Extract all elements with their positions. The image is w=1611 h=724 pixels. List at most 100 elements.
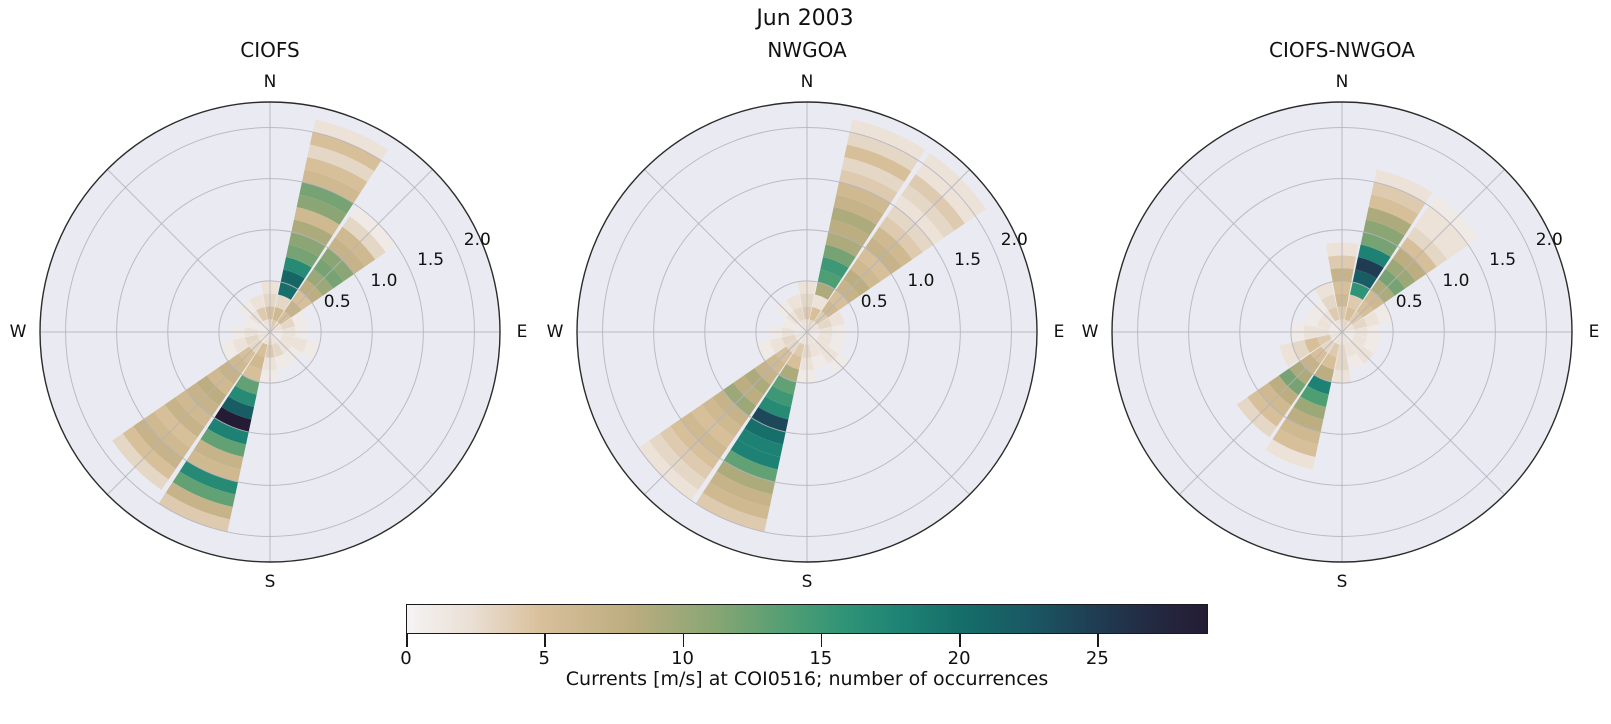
rose-petal-segment — [263, 332, 270, 345]
colorbar-tick-label: 20 — [947, 648, 971, 669]
colorbar — [406, 604, 1208, 634]
rose-petal-segment — [751, 407, 789, 432]
rose-petal-segment — [794, 325, 807, 332]
rose-petal-segment — [730, 439, 781, 470]
rose-petal-segment — [838, 169, 898, 204]
rose-petal-segment — [214, 407, 252, 432]
rose-petal-segment — [257, 325, 270, 332]
rose-petal-segment — [807, 325, 820, 332]
rose-petal-segment — [758, 396, 792, 420]
rose-petal-segment — [1279, 417, 1321, 445]
compass-label-e: E — [1588, 322, 1600, 342]
rose-petal-segment — [272, 307, 284, 322]
rose-petal-segment — [846, 132, 919, 172]
polar-axes-ciofs-nwgoa — [1111, 101, 1573, 563]
rose-petal-segment — [1342, 319, 1349, 332]
rose-petal-segment — [807, 319, 814, 332]
rose-petal-segment — [1335, 332, 1342, 345]
rose-petal-segment — [291, 337, 308, 353]
rose-petal-segment — [1342, 325, 1355, 332]
rose-petal-segment — [695, 492, 768, 532]
rose-petal-segment — [172, 471, 236, 507]
rose-petal-segment — [1360, 232, 1398, 257]
radial-tick-label: 1.0 — [907, 271, 935, 292]
rose-petal-segment — [1368, 194, 1419, 225]
colorbar-tick-mark — [682, 634, 685, 647]
rose-petal-segment — [1307, 374, 1332, 395]
rose-petal-segment — [1317, 318, 1332, 330]
rose-petal-segment — [825, 232, 863, 257]
polar-outline — [39, 101, 501, 563]
rose-petal-segment — [769, 337, 786, 353]
rose-petal-segment — [291, 311, 308, 327]
colorbar-tick-mark — [959, 634, 961, 647]
colorbar-tick-label: 15 — [809, 648, 833, 669]
polar-axes-nwgoa — [576, 101, 1038, 563]
grid-spoke — [269, 331, 433, 495]
compass-label-s: S — [801, 572, 813, 592]
radial-tick-label: 2.0 — [463, 229, 491, 250]
rose-petal-segment — [786, 353, 802, 370]
rose-petal-segment — [800, 332, 807, 345]
rose-petal-segment — [817, 334, 832, 346]
rose-petal-segment — [793, 307, 805, 322]
rose-petal-segment — [186, 449, 241, 482]
polar-axes-ciofs — [39, 101, 501, 563]
rose-petal-segment — [1363, 311, 1380, 327]
rose-petal-segment — [158, 492, 231, 532]
colorbar-tick-label: 25 — [1085, 648, 1109, 669]
rose-petal-segment — [288, 232, 326, 257]
grid-spoke — [269, 169, 433, 333]
rose-petal-segment — [263, 319, 270, 332]
rose-petal-segment — [285, 244, 319, 268]
rose-petal-segment — [702, 482, 770, 520]
rose-petal-segment — [200, 428, 247, 457]
grid-spoke — [107, 331, 271, 495]
rose-petal-segment — [270, 319, 277, 332]
rose-petal-segment — [828, 311, 845, 327]
compass-label-s: S — [264, 572, 276, 592]
rose-petal-segment — [709, 471, 773, 507]
rose-petal-segment — [256, 342, 268, 357]
rose-petal-segment — [272, 342, 284, 357]
grid-spoke — [1341, 331, 1505, 495]
rose-petal-segment — [293, 207, 340, 236]
radial-tick-label: 2.0 — [1000, 229, 1028, 250]
radial-tick-label: 2.0 — [1535, 229, 1563, 250]
rose-petal-segment — [833, 194, 884, 225]
rose-petal-segment — [1293, 396, 1327, 420]
subplot-title-ciofs: CIOFS — [240, 38, 300, 62]
rose-petal-segment — [301, 169, 361, 204]
grid-spoke — [644, 169, 808, 333]
rose-petal-segment — [812, 353, 828, 370]
rose-petal-segment — [296, 194, 347, 225]
rose-petal-segment — [1352, 269, 1377, 290]
rose-petal-segment — [245, 334, 260, 346]
rose-petal-segment — [807, 332, 820, 339]
rose-petal-segment — [782, 334, 797, 346]
rose-petal-segment — [1363, 337, 1380, 353]
grid-spoke — [806, 331, 970, 495]
rose-petal-segment — [270, 332, 283, 339]
rose-petal-segment — [256, 307, 268, 322]
grid-spoke — [644, 331, 808, 495]
rose-petal-segment — [800, 319, 807, 332]
rose-petal-segment — [1304, 311, 1321, 327]
rose-petal-segment — [744, 417, 786, 445]
rose-petal-segment — [257, 332, 270, 339]
rose-petal-segment — [280, 318, 295, 330]
rose-petal-segment — [1342, 332, 1355, 339]
rose-petal-segment — [830, 207, 877, 236]
rose-petal-segment — [1347, 353, 1363, 370]
rose-petal-segment — [794, 332, 807, 339]
grid-spoke — [1179, 331, 1343, 495]
rose-petal-segment — [280, 334, 295, 346]
radial-tick-label: 1.0 — [370, 271, 398, 292]
grid-spoke — [1179, 169, 1343, 333]
compass-label-n: N — [263, 72, 277, 92]
rose-petal-segment — [1373, 169, 1433, 204]
rose-petal-segment — [1317, 334, 1332, 346]
rose-petal-segment — [809, 342, 821, 357]
rose-petal-segment — [1335, 319, 1342, 332]
